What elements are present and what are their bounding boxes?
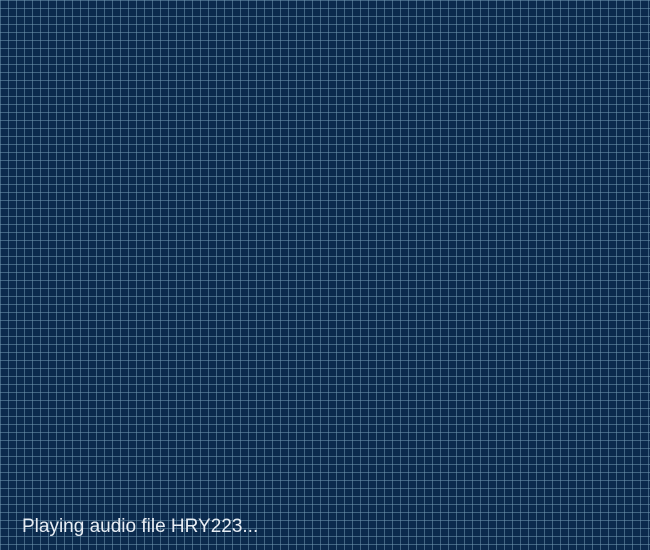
audio-status-text: Playing audio file HRY223...: [22, 516, 259, 537]
